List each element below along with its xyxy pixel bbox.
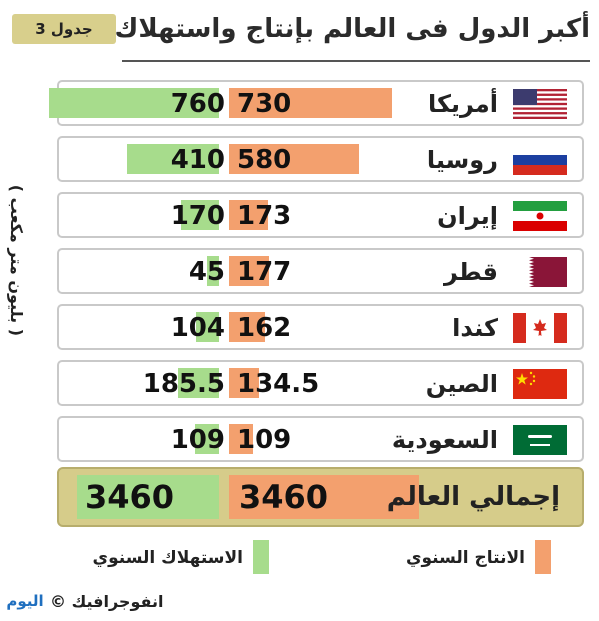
production-bar (229, 368, 260, 398)
country-label: كندا (452, 314, 498, 342)
production-value: 580 (237, 145, 292, 175)
total-production-box (229, 475, 419, 519)
table-row: 109 109 السعودية (57, 416, 584, 462)
consumption-bar (49, 88, 219, 118)
chart-title: أكبر الدول فى العالم بإنتاج واستهلاك الغ… (47, 14, 590, 44)
production-bar (229, 200, 268, 230)
publisher-logo: اليوم (6, 592, 44, 610)
country-label: السعودية (391, 426, 498, 454)
consumption-value: 109 (170, 425, 225, 455)
production-bar (229, 256, 269, 286)
legend-production: الانتاج السنوي (391, 538, 551, 578)
title-divider (122, 60, 590, 62)
table-row: 580 410 روسيا (57, 136, 584, 182)
source-credit: انفوجرافيك © (50, 592, 164, 611)
consumption-value: 185.5 (142, 369, 225, 399)
qatar-flag-icon (513, 257, 567, 287)
production-value: 730 (237, 89, 292, 119)
legend-consumption: الاستهلاك السنوي (89, 538, 269, 578)
country-label: إيران (437, 202, 498, 230)
production-value: 162 (237, 313, 292, 343)
total-label: إجمالي العالم (386, 482, 560, 512)
legend-consumption-swatch (253, 540, 269, 574)
production-bar (229, 88, 393, 118)
world-total-row: 3460 3460 إجمالي العالم (57, 467, 584, 527)
legend-production-swatch (535, 540, 551, 574)
country-label: أمريكا (428, 90, 498, 118)
table-row: 173 170 إيران (57, 192, 584, 238)
production-value: 177 (237, 257, 292, 287)
total-consumption-box (77, 475, 219, 519)
iran-flag-icon (513, 201, 567, 231)
production-bar (229, 312, 266, 342)
table-number-tag: جدول 3 (12, 14, 116, 44)
consumption-bar (194, 424, 219, 454)
consumption-value: 104 (170, 313, 225, 343)
china-flag-icon (513, 369, 567, 399)
us-flag-icon (513, 89, 567, 119)
consumption-value: 410 (170, 145, 225, 175)
consumption-value: 170 (170, 201, 225, 231)
legend-production-label: الانتاج السنوي (405, 548, 525, 568)
consumption-bar (177, 368, 219, 398)
canada-flag-icon (513, 313, 567, 343)
consumption-bar (195, 312, 219, 342)
legend-consumption-label: الاستهلاك السنوي (92, 548, 243, 568)
russia-flag-icon (513, 145, 567, 175)
consumption-value: 45 (188, 257, 225, 287)
production-bar (229, 144, 359, 174)
production-value: 173 (237, 201, 292, 231)
table-row: 177 45 قطر (57, 248, 584, 294)
table-row: 162 104 كندا (57, 304, 584, 350)
country-label: قطر (443, 258, 498, 286)
table-row: 730 760 أمريكا (49, 80, 584, 126)
production-value: 109 (237, 425, 292, 455)
consumption-bar (180, 200, 219, 230)
unit-label: ( بليون متر مكعب ) (7, 184, 26, 336)
total-consumption-value: 3460 (85, 478, 175, 516)
saudi-flag-icon (513, 425, 567, 455)
country-label: روسيا (426, 146, 498, 174)
country-label: الصين (425, 370, 498, 398)
consumption-value: 760 (170, 89, 225, 119)
total-production-value: 3460 (239, 478, 329, 516)
production-value: 134.5 (237, 369, 320, 399)
consumption-bar (207, 256, 219, 286)
production-bar (229, 424, 254, 454)
table-row: 134.5 185.5 الصين (57, 360, 584, 406)
consumption-bar (127, 144, 219, 174)
